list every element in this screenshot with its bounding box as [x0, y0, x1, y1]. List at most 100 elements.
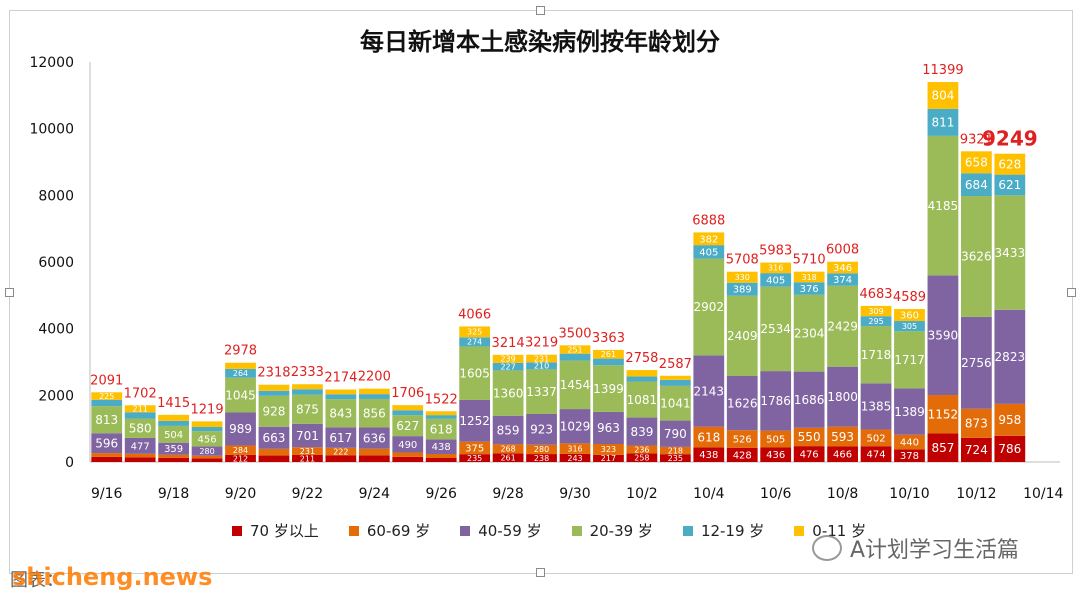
- resize-handle-left[interactable]: [5, 288, 14, 297]
- segment-label: 243: [567, 454, 582, 463]
- total-label: 5710: [793, 253, 826, 268]
- segment-label: 1717: [894, 353, 925, 367]
- bar-segment: [124, 453, 156, 458]
- bar-segment: [827, 285, 858, 367]
- segment-label: 280: [534, 445, 549, 454]
- total-label: 3500: [558, 326, 591, 341]
- resize-handle-right[interactable]: [1067, 288, 1076, 297]
- segment-label: 316: [768, 264, 783, 273]
- total-label: 2587: [659, 357, 692, 372]
- segment-label: 231: [300, 447, 315, 456]
- total-label: 2758: [625, 351, 658, 366]
- bar-segment: [994, 174, 1026, 196]
- bar-segment: [191, 431, 223, 447]
- segment-label: 405: [766, 275, 785, 286]
- bar-segment: [526, 413, 557, 445]
- legend-item: 70 岁以上: [232, 520, 319, 541]
- bar-segment: [860, 326, 892, 384]
- bar-segment: [793, 371, 825, 428]
- total-label: 4589: [893, 290, 926, 305]
- total-label: 2091: [90, 373, 123, 388]
- bar-segment: [693, 426, 725, 448]
- bar-segment: [927, 275, 959, 396]
- bar-segment: [994, 309, 1026, 404]
- bar-segment: [693, 245, 725, 259]
- segment-label: 2823: [995, 350, 1026, 364]
- resize-handle-top[interactable]: [536, 6, 545, 15]
- segment-label: 235: [668, 454, 683, 463]
- x-tick-label: 10/10: [889, 486, 929, 502]
- bar-segment: [91, 456, 123, 462]
- segment-label: 843: [329, 406, 352, 420]
- segment-label: 3590: [928, 328, 959, 342]
- segment-label: 218: [668, 446, 683, 455]
- total-label: 3214: [492, 336, 525, 351]
- segment-label: 1686: [794, 393, 825, 407]
- x-tick-label: 9/28: [492, 486, 523, 502]
- chart-title: 每日新增本土感染病例按年龄划分: [360, 28, 720, 56]
- x-tick-label: 9/22: [292, 486, 323, 502]
- bar-segment: [960, 196, 992, 317]
- bar-segment: [860, 429, 892, 447]
- bar-segment: [960, 408, 992, 438]
- total-label: 4066: [458, 307, 491, 322]
- bar-segment: [860, 305, 892, 317]
- bar-segment: [526, 362, 557, 370]
- bar-segment: [459, 346, 491, 400]
- legend-item: 20-39 岁: [571, 520, 653, 541]
- x-tick-label: 9/30: [559, 486, 590, 502]
- bar-segment: [124, 412, 156, 419]
- bar-segment: [927, 82, 959, 109]
- total-label: 3363: [592, 331, 625, 346]
- bar-segment: [760, 262, 792, 274]
- segment-label: 325: [467, 328, 482, 337]
- y-tick-label: 4000: [38, 322, 74, 338]
- legend-label: 20-39 岁: [589, 522, 653, 540]
- bar-segment: [894, 321, 925, 332]
- segment-label: 211: [300, 454, 315, 463]
- bar-segment: [994, 435, 1026, 462]
- total-label: 4683: [859, 287, 892, 302]
- source-site-watermark: shicheng.news: [12, 563, 213, 591]
- segment-label: 268: [500, 445, 515, 454]
- chart-frame: [9, 10, 1073, 574]
- x-tick-label: 9/26: [425, 486, 457, 502]
- bar-segment: [894, 331, 925, 389]
- bar-segment: [760, 286, 792, 372]
- segment-label: 346: [833, 263, 852, 274]
- x-tick-label: 10/14: [1023, 486, 1063, 502]
- bar-segment: [626, 370, 658, 377]
- bar-segment: [358, 427, 390, 449]
- bar-segment: [693, 258, 725, 356]
- bar-segment: [459, 326, 491, 338]
- segment-label: 989: [229, 422, 252, 436]
- bar-segment: [659, 420, 691, 447]
- segment-label: 476: [800, 450, 819, 461]
- bar-segment: [292, 454, 323, 462]
- bar-segment: [124, 457, 156, 462]
- segment-label: 502: [866, 433, 885, 444]
- resize-handle-bottom[interactable]: [536, 568, 545, 577]
- segment-label: 2902: [694, 300, 725, 314]
- segment-label: 856: [363, 406, 386, 420]
- bar-segment: [124, 437, 156, 454]
- bar-segment: [960, 316, 992, 409]
- total-label: 2318: [257, 366, 290, 381]
- bar-segment: [191, 426, 223, 432]
- total-label: 6008: [826, 243, 859, 258]
- bar-segment: [760, 371, 792, 431]
- bar-segment: [860, 383, 892, 430]
- bar-segment: [793, 271, 825, 283]
- total-label: 3219: [525, 336, 558, 351]
- segment-label: 231: [534, 354, 549, 363]
- y-tick-label: 12000: [29, 55, 74, 71]
- bar-segment: [860, 316, 892, 327]
- bar-segment: [492, 415, 524, 445]
- legend-swatch: [571, 525, 582, 536]
- segment-label: 274: [467, 338, 482, 347]
- bar-segment: [158, 425, 190, 443]
- segment-label: 839: [630, 425, 653, 439]
- bar-segment: [526, 454, 557, 462]
- total-label: 1219: [191, 402, 224, 417]
